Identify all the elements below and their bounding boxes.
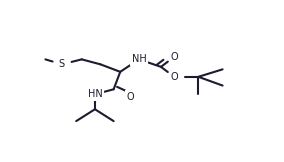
Text: O: O — [170, 72, 178, 82]
Text: S: S — [59, 59, 65, 69]
Text: HN: HN — [87, 89, 102, 99]
Text: O: O — [126, 92, 134, 102]
Text: NH: NH — [131, 54, 146, 64]
Text: O: O — [170, 52, 178, 62]
